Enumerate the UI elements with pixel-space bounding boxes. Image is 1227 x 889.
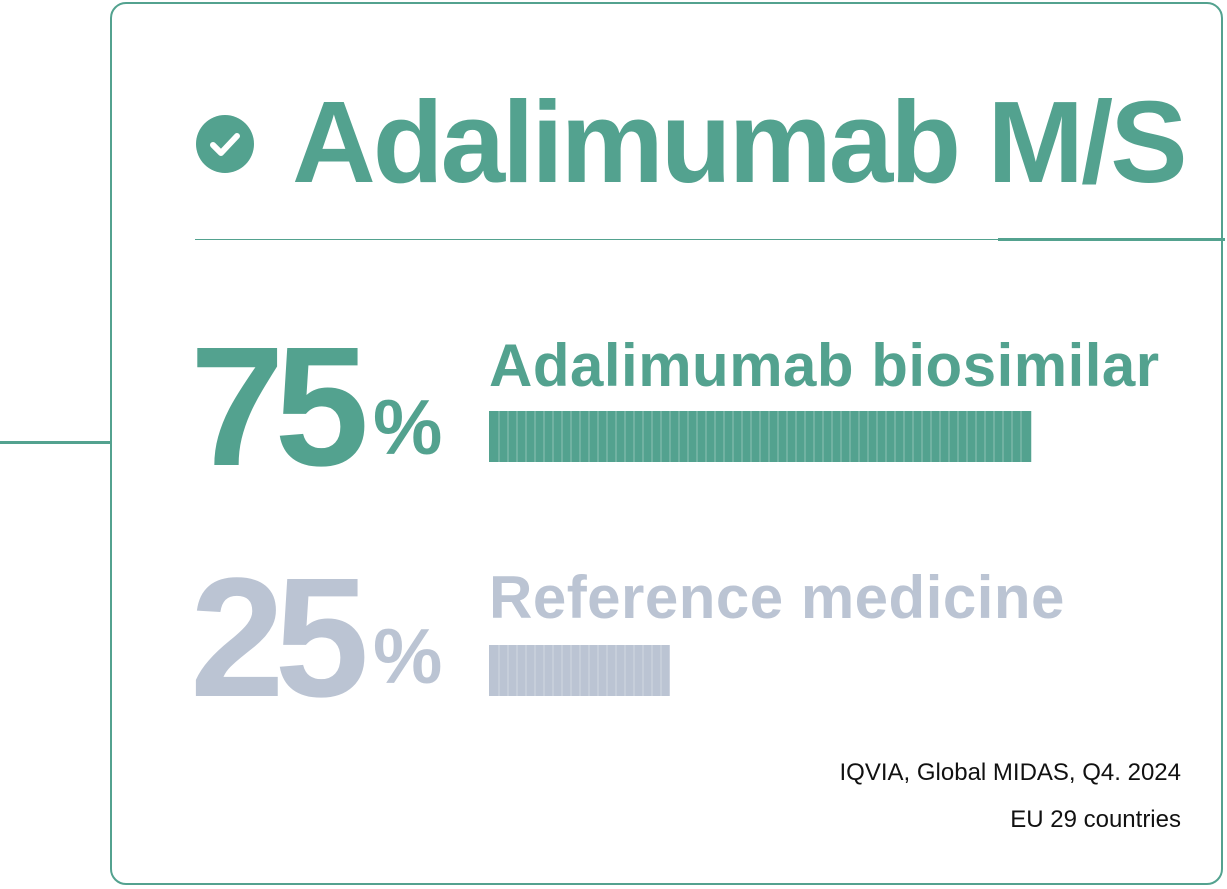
title-divider-accent <box>998 238 1225 241</box>
biosimilar-percent-sign: % <box>373 383 443 471</box>
reference-percentage: 25 <box>190 543 369 733</box>
connector-line <box>0 441 112 444</box>
reference-percent-sign: % <box>373 612 443 700</box>
reference-label: Reference medicine <box>489 564 1065 631</box>
biosimilar-label: Adalimumab biosimilar <box>489 332 1160 399</box>
source-citation: IQVIA, Global MIDAS, Q4. 2024 <box>839 759 1181 786</box>
source-region: EU 29 countries <box>1010 806 1181 833</box>
info-card <box>110 2 1223 885</box>
check-circle-icon <box>196 115 254 173</box>
title-divider <box>195 239 998 240</box>
biosimilar-percentage: 75 <box>190 312 369 502</box>
card-title: Adalimumab M/S <box>292 77 1188 207</box>
